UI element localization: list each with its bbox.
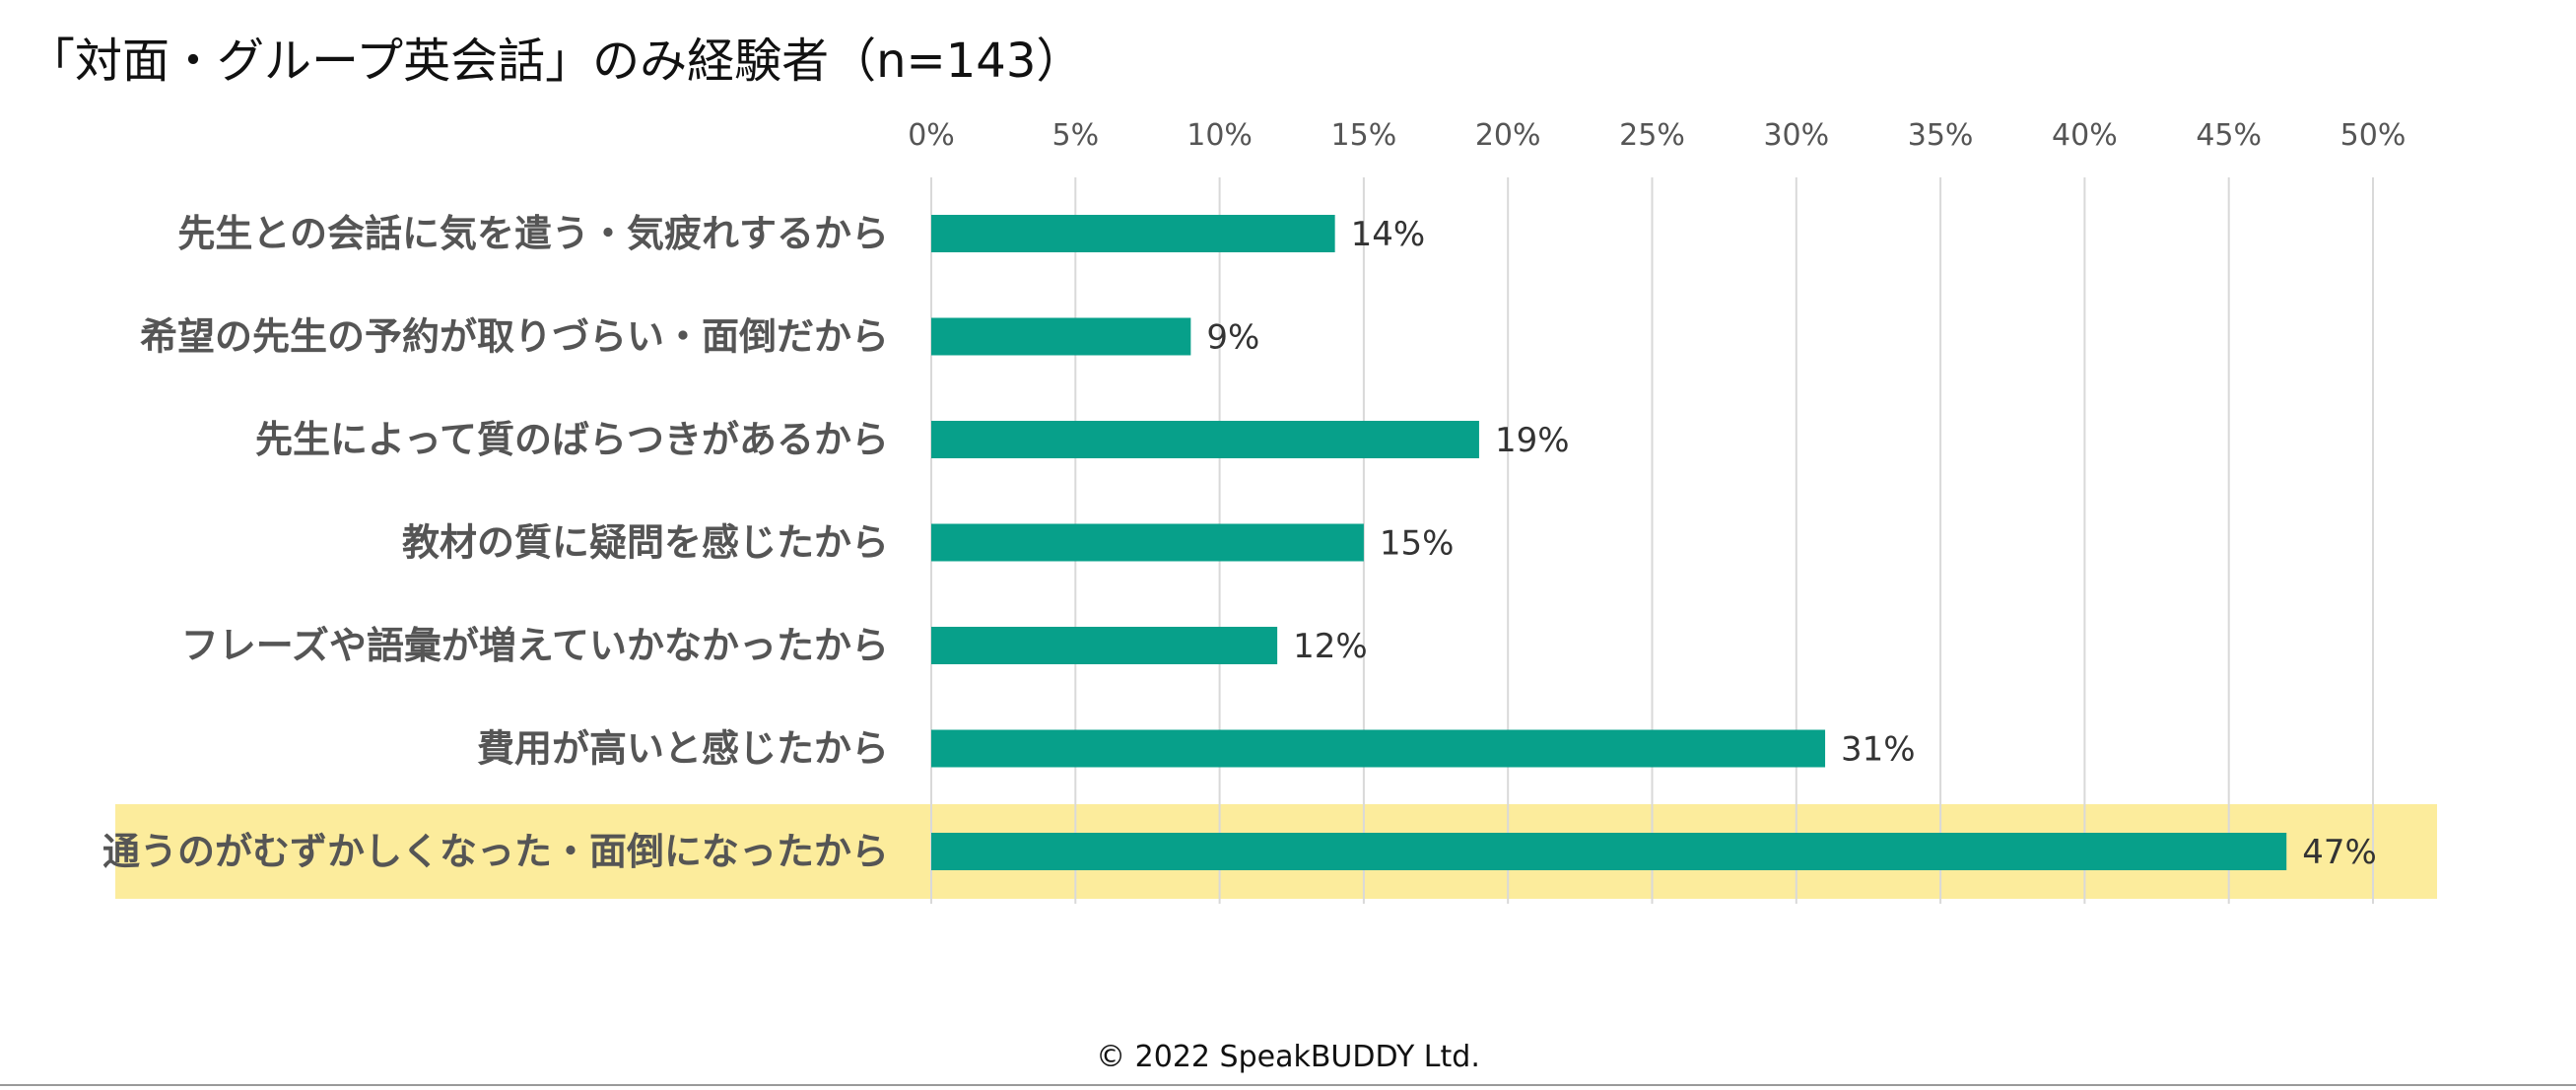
x-tick-label: 15% [1331, 118, 1397, 153]
bar [931, 317, 1191, 356]
x-axis-ticks: 0% 5% 10% 15% 20% 25% 30% 35% 40% 45% 50% [908, 118, 2406, 153]
copyright-text: © 2022 SpeakBUDDY Ltd. [1096, 1040, 1480, 1074]
category-label: フレーズや語彙が増えていかなかったから [181, 624, 889, 667]
x-tick-label: 45% [2196, 118, 2262, 153]
data-label: 19% [1495, 421, 1570, 460]
x-tick-label: 20% [1475, 118, 1541, 153]
x-tick-label: 30% [1763, 118, 1829, 153]
category-labels: 先生との会話に気を遣う・気疲れするから希望の先生の予約が取りづらい・面倒だから先… [102, 212, 889, 873]
category-label: 費用が高いと感じたから [477, 727, 889, 771]
data-label: 9% [1206, 318, 1259, 358]
category-label: 先生との会話に気を遣う・気疲れするから [177, 212, 889, 255]
bottom-divider [0, 1084, 2576, 1086]
data-label: 31% [1841, 730, 1916, 770]
data-label: 14% [1351, 215, 1426, 254]
chart-title: 「対面・グループ英会話」のみ経験者（n=143） [28, 34, 1084, 89]
x-tick-label: 0% [908, 118, 955, 153]
x-tick-label: 5% [1052, 118, 1100, 153]
x-tick-label: 50% [2340, 118, 2407, 153]
category-label: 通うのがむずかしくなった・面倒になったから [102, 830, 889, 873]
data-label: 12% [1293, 627, 1368, 666]
category-label: 先生によって質のばらつきがあるから [255, 418, 889, 461]
x-tick-label: 25% [1619, 118, 1685, 153]
bar [931, 523, 1364, 562]
category-label: 希望の先生の予約が取りづらい・面倒だから [140, 315, 889, 359]
data-label: 47% [2302, 833, 2377, 872]
x-tick-label: 10% [1186, 118, 1253, 153]
gridlines [930, 177, 2374, 904]
data-labels: 14% 9% 19% 15% 12% 31% 47% [1206, 215, 2376, 872]
data-label: 15% [1380, 524, 1455, 564]
x-tick-label: 35% [1908, 118, 1974, 153]
bars [931, 215, 2287, 870]
category-label: 教材の質に疑問を感じたから [402, 521, 889, 565]
x-tick-label: 40% [2052, 118, 2118, 153]
bar [931, 421, 1479, 458]
bar [931, 627, 1278, 664]
bar [931, 729, 1826, 768]
bar-chart: 0% 5% 10% 15% 20% 25% 30% 35% 40% 45% 50% 先生との会話に気… [102, 118, 2437, 904]
bar [931, 833, 2287, 870]
bar [931, 215, 1335, 252]
